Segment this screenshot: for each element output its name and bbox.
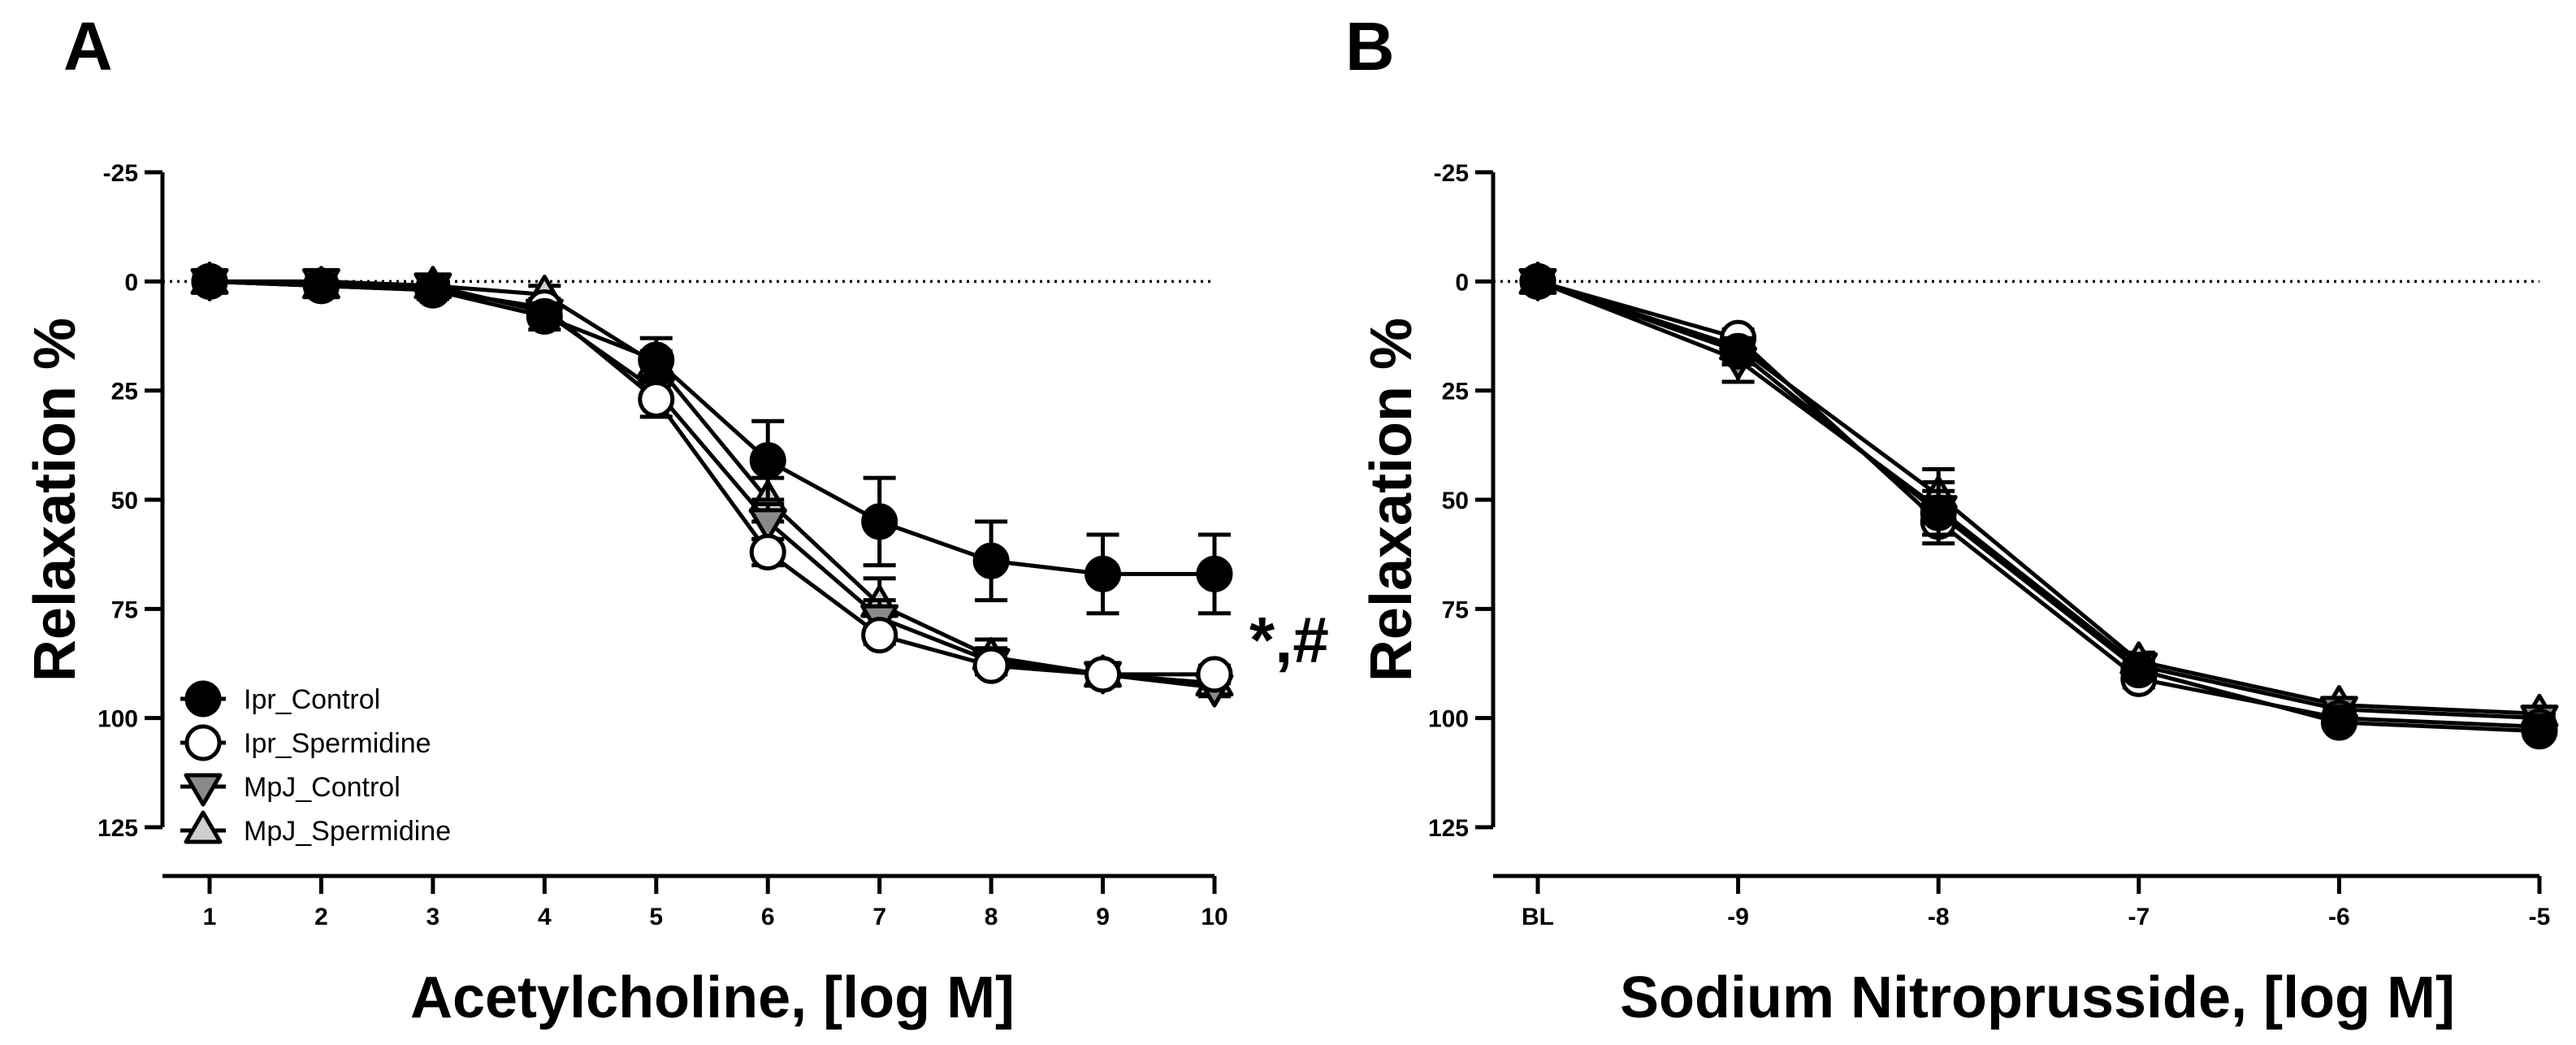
x-tick-label: BL <box>1522 904 1554 930</box>
x-tick-label: 8 <box>985 904 998 930</box>
legend-marker <box>184 680 222 718</box>
data-point <box>638 341 675 379</box>
y-tick-label: 125 <box>1428 815 1469 842</box>
x-tick-label: 10 <box>1201 904 1227 930</box>
x-tick-label: 3 <box>426 904 440 930</box>
series-line <box>1537 279 2540 729</box>
series-line <box>1537 280 2540 721</box>
series-line <box>209 279 1215 686</box>
y-tick-label: 0 <box>1455 269 1469 296</box>
y-tick-label: 75 <box>1442 596 1469 623</box>
data-point <box>1920 494 1957 531</box>
y-tick-label: 100 <box>97 706 138 733</box>
legend-marker <box>184 724 222 761</box>
data-point <box>526 297 563 335</box>
series-MpJ_Spermidine <box>1518 261 2559 727</box>
y-axis-title: Relaxation % <box>23 318 88 682</box>
x-tick-label: -7 <box>2128 904 2150 930</box>
data-point <box>861 617 898 654</box>
y-tick-label: 25 <box>1442 379 1469 405</box>
legend-label: MpJ_Control <box>244 772 400 803</box>
series-line <box>209 279 1214 576</box>
y-tick-label: 50 <box>111 488 138 514</box>
panel-a: A -25 0 25 50 75 100 125 1 2 3 4 5 6 7 8 9 10 Acetylcholin… <box>23 8 1329 1030</box>
x-axis-title: Acetylcholine, [log M] <box>410 965 1015 1030</box>
y-tick-label: 100 <box>1428 706 1469 733</box>
x-tick-label: 2 <box>314 904 328 930</box>
x-tick-label: -8 <box>1928 904 1950 930</box>
data-point <box>2521 713 2558 750</box>
x-axis-title: Sodium Nitroprusside, [log M] <box>1620 965 2455 1030</box>
y-tick-label: 125 <box>97 815 138 842</box>
data-point <box>191 262 228 300</box>
data-point <box>861 503 898 540</box>
data-point <box>2320 704 2357 741</box>
legend-marker <box>184 810 223 844</box>
data-point <box>972 542 1010 579</box>
panel-letter: B <box>1345 8 1395 85</box>
panel-letter: A <box>63 8 113 85</box>
y-tick-label: -25 <box>103 160 138 187</box>
data-point <box>1085 656 1122 693</box>
panel-b: B -25 0 25 50 75 100 125 BL -9 -8 -7 -6 -5 Sodium Nitr… <box>1345 8 2559 1030</box>
series-line <box>1537 279 2540 716</box>
series-MpJ_Control <box>1518 267 2559 739</box>
data-point <box>748 508 787 542</box>
x-tick-label: 6 <box>761 904 775 930</box>
y-axis-title: Relaxation % <box>1359 318 1424 682</box>
data-point <box>2120 652 2158 689</box>
x-tick-label: 9 <box>1096 904 1110 930</box>
x-tick-label: 7 <box>872 904 886 930</box>
significance-annotation: *,# <box>1249 604 1329 676</box>
data-point <box>1085 555 1122 592</box>
legend-label: Ipr_Spermidine <box>244 728 431 759</box>
data-point <box>1519 262 1556 300</box>
x-tick-label: 5 <box>649 904 663 930</box>
series-line <box>209 279 1214 677</box>
data-point <box>1720 332 1757 370</box>
x-tick-label: -9 <box>1727 904 1749 930</box>
data-point <box>749 533 786 570</box>
y-tick-label: 25 <box>111 379 138 405</box>
series-line <box>210 279 1215 690</box>
y-tick-label: 0 <box>124 269 138 296</box>
x-tick-label: 4 <box>538 904 552 930</box>
series-Ipr_Spermidine <box>191 262 1233 693</box>
x-tick-label: 1 <box>203 904 217 930</box>
series-MpJ_Control <box>190 267 1234 708</box>
legend: Ipr_Control Ipr_Spermidine MpJ_Control MpJ_… <box>180 680 451 847</box>
legend-label: Ipr_Control <box>244 684 380 715</box>
y-tick-label: 50 <box>1442 488 1469 514</box>
data-point <box>638 380 675 418</box>
x-tick-label: -5 <box>2529 904 2551 930</box>
data-point <box>302 267 340 305</box>
data-point <box>1196 656 1233 693</box>
data-point <box>972 647 1010 684</box>
series-line <box>1537 279 2540 734</box>
series-Ipr_Control <box>1519 262 2558 750</box>
series-Ipr_Control <box>191 262 1233 616</box>
y-tick-label: -25 <box>1434 160 1469 187</box>
legend-marker <box>184 773 223 807</box>
legend-label: MpJ_Spermidine <box>244 816 451 847</box>
data-point <box>749 442 786 479</box>
x-tick-label: -6 <box>2328 904 2350 930</box>
data-point <box>1196 555 1233 592</box>
y-tick-label: 75 <box>111 596 138 623</box>
data-point <box>414 271 452 309</box>
